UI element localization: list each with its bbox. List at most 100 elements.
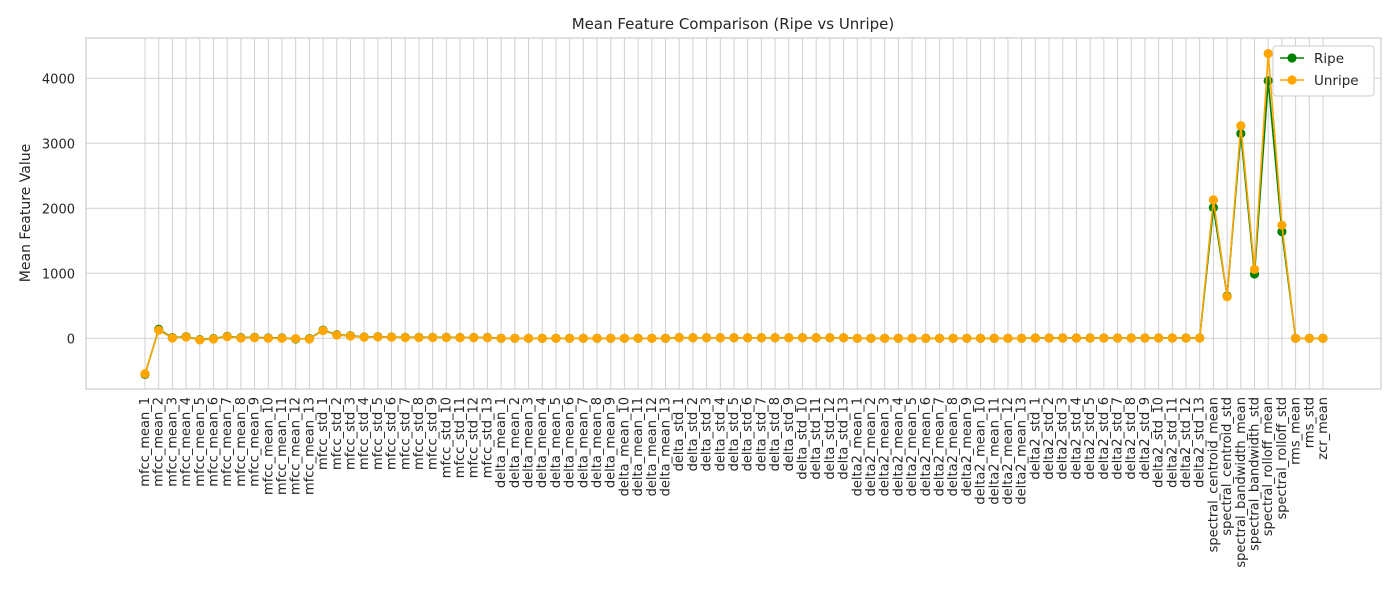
x-tick-label: delta_mean_13 [659, 397, 674, 496]
x-tick-label: delta_std_2 [686, 397, 701, 471]
x-tick-label: delta2_mean_10 [974, 397, 989, 505]
x-tick-label: delta2_mean_5 [905, 397, 920, 496]
x-tick-label: mfcc_mean_4 [179, 397, 194, 487]
x-tick-label: mfcc_std_2 [330, 397, 345, 470]
x-tick-label: delta_std_10 [795, 397, 810, 480]
data-point [989, 333, 999, 343]
data-point [1263, 49, 1273, 59]
data-point [455, 333, 465, 343]
data-point [1085, 333, 1095, 343]
data-point [633, 333, 643, 343]
y-axis-label: Mean Feature Value [18, 144, 34, 282]
data-point [660, 333, 671, 343]
data-point [592, 333, 602, 343]
data-point [1208, 195, 1219, 205]
data-point [469, 333, 479, 343]
x-tick-label: rms_mean [1289, 397, 1304, 465]
data-point [866, 333, 876, 343]
legend-label: Ripe [1314, 51, 1344, 67]
x-tick-label: delta2_mean_1 [850, 397, 865, 496]
data-point [578, 333, 588, 343]
x-tick-label: delta2_std_8 [1124, 397, 1139, 480]
x-tick-label: delta_mean_11 [631, 397, 646, 496]
x-tick-label: mfcc_mean_13 [302, 397, 317, 495]
data-point [1291, 333, 1301, 343]
x-tick-label: mfcc_std_1 [316, 397, 331, 470]
chart-title: Mean Feature Comparison (Ripe vs Unripe) [572, 15, 895, 33]
data-point [318, 326, 328, 336]
x-tick-label: delta_std_6 [741, 397, 756, 471]
data-point [304, 334, 314, 344]
data-point [1167, 333, 1177, 343]
x-tick-label: delta_mean_6 [563, 397, 578, 488]
legend: Ripe Unripe [1272, 45, 1375, 97]
x-tick-label: delta2_std_1 [1028, 397, 1043, 480]
data-point [1044, 333, 1054, 343]
legend-swatch-marker [1287, 53, 1297, 63]
x-tick-label: delta_mean_5 [549, 397, 564, 488]
data-point [743, 333, 753, 343]
x-tick-label: delta_mean_8 [590, 397, 605, 488]
x-tick-label: spectral_centroid_mean [1206, 397, 1221, 552]
data-point [1195, 333, 1205, 343]
data-point [893, 333, 903, 343]
x-tick-label: mfcc_std_8 [412, 397, 427, 470]
data-point [688, 333, 698, 343]
x-tick-label: delta_std_5 [727, 397, 742, 471]
x-tick-label: mfcc_std_7 [398, 397, 413, 470]
data-point [934, 333, 945, 343]
legend-label: Unripe [1314, 73, 1359, 89]
data-point [386, 332, 397, 342]
x-tick-label: delta2_std_9 [1138, 397, 1153, 480]
data-point [975, 333, 986, 343]
x-tick-label: spectral_rolloff_mean [1261, 397, 1276, 536]
x-tick-label: delta_std_3 [700, 397, 715, 471]
data-point [647, 333, 657, 343]
x-tick-label: delta2_std_10 [1152, 397, 1167, 488]
x-tick-label: delta2_mean_3 [878, 397, 893, 496]
x-tick-label: delta_mean_10 [617, 397, 632, 496]
x-tick-label: mfcc_std_11 [453, 397, 468, 478]
x-tick-label: delta_std_13 [837, 397, 852, 480]
x-tick-label: delta2_mean_13 [1015, 397, 1030, 505]
data-point [921, 333, 931, 343]
x-tick-label: delta2_std_3 [1056, 397, 1071, 480]
data-point [756, 333, 766, 343]
data-point [838, 333, 849, 343]
x-tick-label: spectral_bandwidth_mean [1234, 397, 1249, 568]
x-tick-label: delta2_mean_6 [919, 397, 934, 496]
x-tick-label: spectral_bandwidth_std [1248, 397, 1263, 551]
data-point [345, 331, 356, 341]
legend-swatch-marker [1287, 75, 1297, 85]
x-tick-label: spectral_centroid_std [1220, 397, 1235, 536]
x-tick-label: delta_mean_2 [508, 397, 523, 488]
data-point [167, 333, 177, 343]
data-point [715, 333, 725, 343]
x-tick-label: mfcc_std_10 [439, 397, 454, 478]
data-point [400, 332, 410, 343]
data-point [181, 332, 191, 342]
x-tick-label: delta_mean_7 [576, 397, 591, 488]
x-tick-label: mfcc_mean_5 [193, 397, 208, 487]
x-tick-label: mfcc_mean_7 [220, 397, 235, 487]
data-point [674, 333, 684, 343]
data-point [222, 332, 232, 342]
y-tick-label: 2000 [42, 202, 75, 217]
data-point [825, 333, 835, 343]
data-point [770, 333, 780, 343]
data-point [277, 333, 287, 343]
data-point [1003, 333, 1013, 343]
data-point [565, 333, 575, 343]
x-tick-label: delta2_mean_8 [946, 397, 961, 496]
data-point [496, 333, 506, 343]
data-point [811, 333, 821, 343]
x-tick-label: mfcc_mean_12 [289, 397, 304, 495]
data-point [1249, 264, 1260, 274]
data-point [1030, 333, 1040, 343]
x-tick-label: delta_mean_9 [604, 397, 619, 488]
x-tick-label: mfcc_std_5 [371, 397, 386, 470]
data-point [359, 332, 369, 342]
x-tick-label: delta_std_11 [809, 397, 824, 480]
series-layer [140, 49, 1328, 379]
data-point [441, 332, 451, 343]
